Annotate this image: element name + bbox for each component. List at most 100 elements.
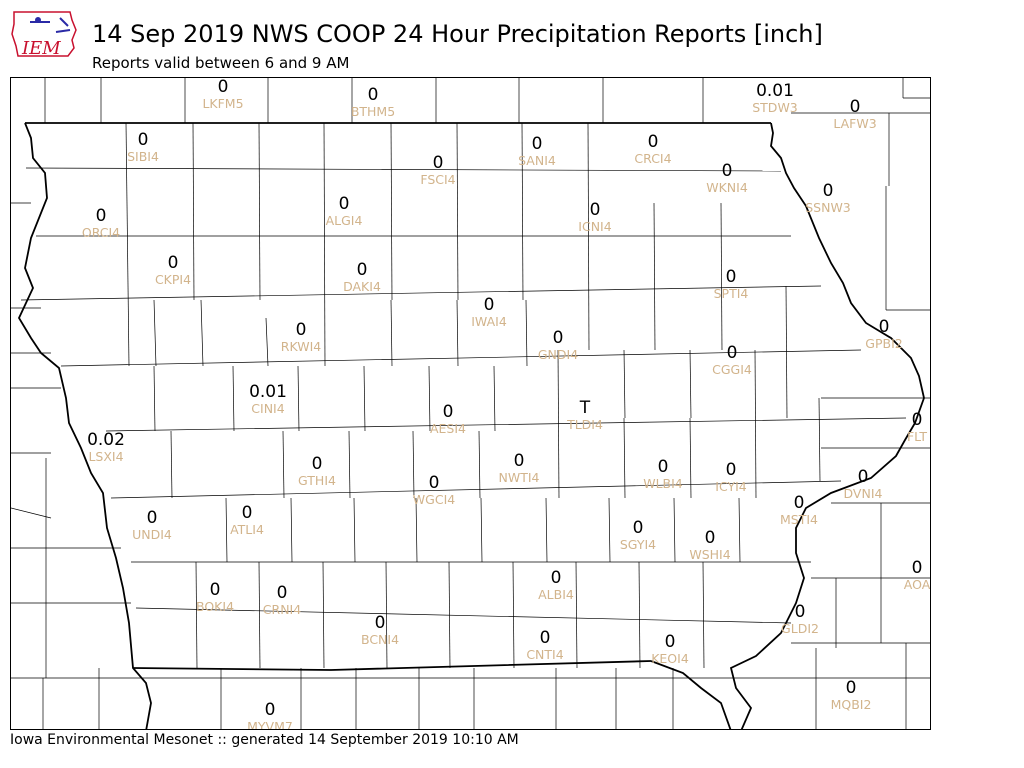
station-marker: 0 CGGI4 (712, 344, 752, 378)
station-value: 0 (146, 508, 158, 528)
station-marker: 0 LAFW3 (833, 98, 876, 132)
station-value: 0 (539, 628, 551, 648)
station-id: WGCI4 (412, 492, 456, 507)
station-marker: 0 CKPI4 (155, 254, 191, 288)
station-value: 0 (137, 130, 149, 150)
station-marker: T TLDI4 (567, 399, 603, 433)
station-id: ATLI4 (230, 522, 264, 537)
station-marker: 0 IWAI4 (471, 296, 507, 330)
station-id: GNDI4 (537, 347, 579, 362)
station-marker: 0 SSNW3 (805, 182, 851, 216)
station-value: 0 (794, 602, 806, 622)
station-id: BTHM5 (350, 104, 396, 119)
station-marker: 0.02 LSXI4 (87, 431, 125, 465)
station-id: CNTI4 (526, 647, 564, 662)
station-value: T (579, 398, 591, 418)
station-value: 0 (209, 580, 221, 600)
station-id: LKFM5 (202, 96, 244, 111)
station-value: 0 (241, 503, 253, 523)
station-id: ICYI4 (715, 479, 747, 494)
station-id: SGYI4 (619, 537, 657, 552)
station-id: IWAI4 (471, 314, 507, 329)
station-value: 0 (311, 454, 323, 474)
map-subtitle: Reports valid between 6 and 9 AM (92, 54, 350, 72)
station-value: 0 (428, 473, 440, 493)
station-marker: 0 MSTI4 (780, 494, 818, 528)
station-id: CINI4 (251, 401, 285, 416)
station-id: NWTI4 (498, 470, 540, 485)
station-marker: 0 GLDI2 (781, 603, 819, 637)
station-value: 0 (442, 402, 454, 422)
station-marker: 0 AESI4 (430, 403, 466, 437)
station-id: GTHI4 (298, 473, 336, 488)
station-value: 0 (513, 451, 525, 471)
station-marker: 0.01 CINI4 (249, 383, 287, 417)
station-value: 0 (367, 85, 379, 105)
iem-logo: IEM (10, 6, 78, 64)
station-marker: 0 WGCI4 (413, 474, 455, 508)
station-id: RKWI4 (280, 339, 322, 354)
station-id: CRNI4 (262, 602, 302, 617)
station-id: SPTI4 (713, 286, 749, 301)
station-value: 0 (432, 153, 444, 173)
station-value: 0.01 (249, 382, 287, 402)
county-boundaries (11, 78, 930, 729)
station-marker: 0 SANI4 (518, 135, 556, 169)
station-id: LAFW3 (833, 116, 877, 131)
station-marker: 0 BTHM5 (351, 86, 395, 120)
station-id: TLDI4 (567, 417, 603, 432)
station-marker: 0 ICYI4 (715, 461, 746, 495)
station-value: 0 (95, 206, 107, 226)
station-value: 0 (338, 194, 350, 214)
station-value: 0 (632, 518, 644, 538)
logo-text: IEM (21, 38, 61, 59)
station-marker: 0 BCNI4 (361, 614, 399, 648)
station-id: DAKI4 (343, 279, 381, 294)
station-id: GPBI2 (865, 336, 903, 351)
station-marker: 0 MYVM7 (247, 700, 293, 730)
station-marker: 0 NWTI4 (499, 452, 540, 486)
station-marker: 0 AOA (904, 559, 930, 593)
station-id: WLBI4 (643, 476, 683, 491)
station-value: 0 (483, 295, 495, 315)
station-value: 0 (857, 467, 869, 487)
station-marker: 0 SIBI4 (127, 131, 159, 165)
station-id: MSTI4 (780, 512, 818, 527)
station-value: 0.01 (756, 81, 794, 101)
station-marker: 0 ALGI4 (326, 195, 363, 229)
station-id: SIBI4 (127, 149, 159, 164)
station-id: STDW3 (752, 100, 798, 115)
station-id: UNDI4 (132, 527, 172, 542)
station-marker: 0 ATLI4 (230, 504, 264, 538)
station-value: 0.02 (87, 430, 125, 450)
station-marker: 0 CNTI4 (526, 629, 563, 663)
station-marker: 0 UNDI4 (132, 509, 172, 543)
station-value: 0 (531, 134, 543, 154)
station-id: BOKI4 (195, 599, 235, 614)
footer-credit: Iowa Environmental Mesonet :: generated … (10, 732, 519, 748)
station-id: FSCI4 (420, 172, 456, 187)
station-marker: 0 KEOI4 (651, 633, 689, 667)
station-marker: 0 LKFM5 (202, 78, 243, 112)
station-marker: 0 CRNI4 (263, 584, 301, 618)
station-marker: 0 DVNI4 (844, 468, 883, 502)
station-marker: 0 FLT (907, 411, 927, 445)
station-marker: 0 GPBI2 (865, 318, 902, 352)
station-marker: 0 GTHI4 (298, 455, 336, 489)
station-value: 0 (793, 493, 805, 513)
station-value: 0 (356, 260, 368, 280)
station-id: SSNW3 (805, 200, 851, 215)
station-id: MYVM7 (247, 719, 293, 730)
station-value: 0 (374, 613, 386, 633)
station-value: 0 (845, 678, 857, 698)
station-value: 0 (295, 320, 307, 340)
station-id: CRCI4 (634, 151, 672, 166)
station-value: 0 (911, 410, 923, 430)
station-id: WKNI4 (706, 180, 748, 195)
station-marker: 0 RKWI4 (281, 321, 321, 355)
station-id: SANI4 (518, 153, 556, 168)
station-value: 0 (704, 528, 716, 548)
station-id: ICNI4 (578, 219, 612, 234)
station-value: 0 (264, 700, 276, 720)
